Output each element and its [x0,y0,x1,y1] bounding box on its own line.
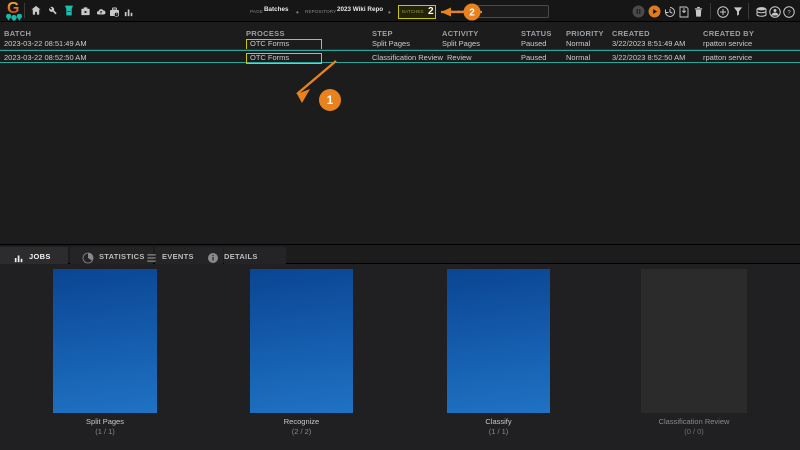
svg-text:2: 2 [469,7,475,18]
svg-text:1: 1 [327,95,334,107]
svg-text:?: ? [787,10,791,16]
